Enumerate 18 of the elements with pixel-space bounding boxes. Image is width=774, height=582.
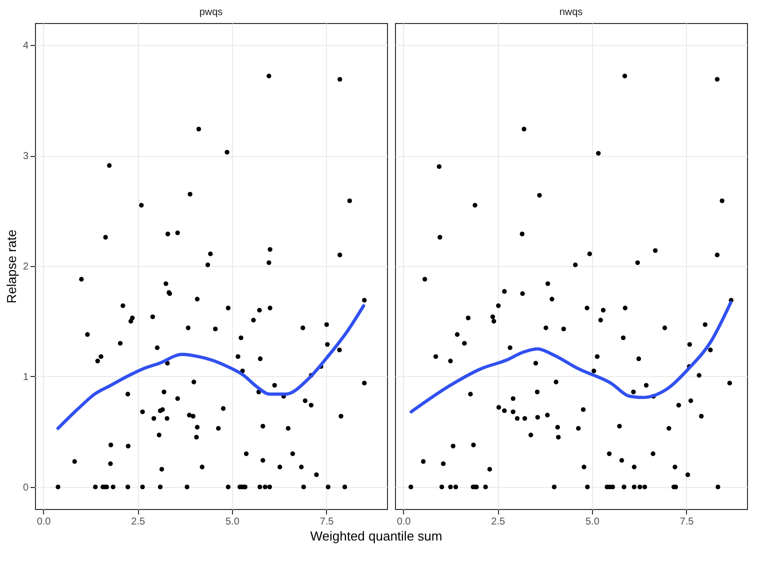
x-tick-label: 0.0 (396, 516, 412, 528)
x-tick-label: 2.5 (491, 516, 506, 528)
x-axis-title: Weighted quantile sum (310, 528, 442, 544)
chart-title: nwqs (559, 7, 583, 18)
x-tick-label: 0.0 (36, 516, 52, 528)
x-tick-label: 5.0 (585, 516, 600, 528)
x-tick-label: 2.5 (131, 516, 146, 528)
x-tick-label: 7.5 (680, 516, 694, 528)
x-tick-label: 7.5 (320, 516, 334, 528)
line-series (56, 304, 366, 430)
y-axis-title: Relapse rate (4, 230, 19, 304)
x-tick-label: 5.0 (225, 516, 240, 528)
y-tick-label: 1 (22, 372, 29, 383)
y-tick-label: 0 (22, 482, 29, 494)
y-tick-label: 3 (22, 151, 29, 162)
y-tick-label: 2 (22, 262, 29, 272)
chart-title: pwqs (199, 7, 223, 18)
y-tick-label: 4 (22, 40, 29, 52)
